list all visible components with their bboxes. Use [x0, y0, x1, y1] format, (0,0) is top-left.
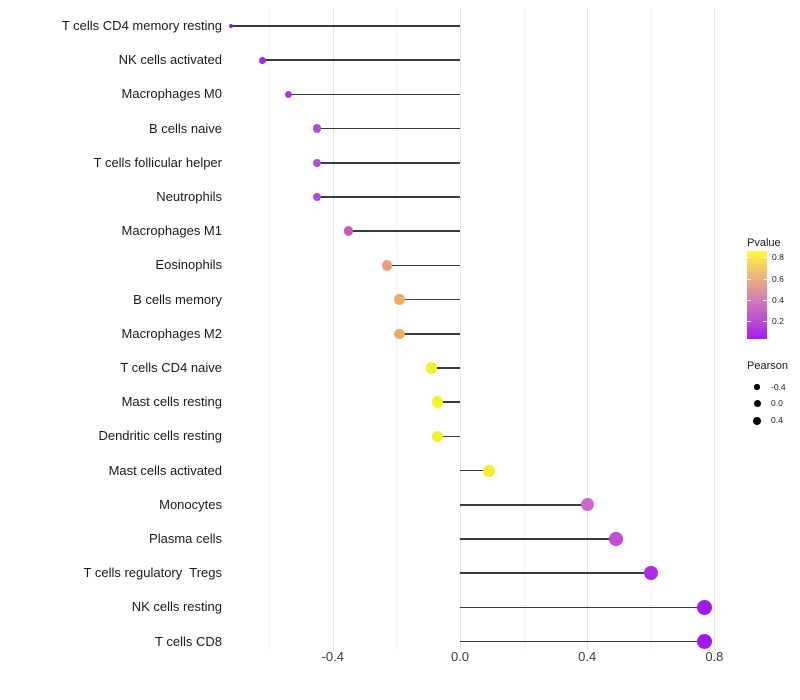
category-label: Macrophages M1 [121, 223, 222, 239]
major-gridline [332, 8, 334, 650]
lollipop-dot [381, 260, 393, 271]
pearson-legend-dot [754, 384, 760, 390]
lollipop-stem [460, 572, 651, 574]
category-label: Neutrophils [156, 189, 222, 204]
category-label: Mast cells resting [121, 394, 222, 410]
pearson-legend-dot [753, 400, 761, 408]
pvalue-tick-mark [763, 320, 767, 322]
lollipop-dot [697, 599, 713, 615]
lollipop-dot [643, 566, 658, 581]
pearson-legend-label: 0.4 [771, 415, 783, 426]
pvalue-tick-mark [763, 299, 767, 301]
lollipop-stem [316, 162, 460, 164]
lollipop-stem [316, 127, 460, 130]
lollipop-stem [231, 25, 460, 27]
category-label: T cells follicular helper [93, 154, 222, 170]
lollipop-dot [394, 294, 405, 305]
category-label: B cells memory [133, 291, 222, 307]
category-label: T cells regulatory Tregs [83, 565, 222, 581]
pvalue-tick-mark [763, 278, 767, 280]
pvalue-tick-mark [747, 278, 751, 280]
lollipop-dot [431, 430, 444, 443]
lollipop-stem [288, 93, 460, 96]
lollipop-dot [431, 396, 444, 408]
lollipop-stem [437, 401, 460, 403]
category-label: T cells CD4 memory resting [61, 18, 222, 33]
lollipop-stem [431, 367, 460, 369]
category-label: Macrophages M0 [121, 86, 222, 102]
x-tick-label: 0.8 [705, 649, 724, 664]
lollipop-dot [312, 192, 322, 202]
lollipop-dot [312, 124, 322, 133]
lollipop-stem [399, 333, 460, 335]
pvalue-tick-mark [747, 299, 751, 301]
pvalue-tick-label: 0.4 [772, 294, 784, 305]
pearson-legend-label: 0.0 [771, 398, 783, 409]
lollipop-stem [437, 435, 460, 438]
pearson-legend-dot [753, 416, 761, 425]
lollipop-dot [425, 362, 438, 374]
minor-gridline [650, 8, 652, 650]
category-label: T cells CD8 [155, 633, 222, 649]
lollipop-dot [259, 56, 267, 64]
lollipop-stem [460, 469, 489, 472]
pvalue-tick-label: 0.6 [772, 273, 784, 284]
major-gridline [460, 8, 461, 650]
pvalue-tick-label: 0.2 [772, 315, 784, 326]
category-label: Dendritic cells resting [98, 428, 222, 444]
pvalue-gradient-bar [747, 251, 767, 339]
category-label: T cells CD4 naive [120, 360, 222, 375]
x-tick-label: 0.0 [450, 649, 470, 664]
lollipop-stem [399, 298, 460, 301]
category-label: NK cells resting [131, 599, 222, 615]
lollipop-stem [262, 59, 460, 61]
pvalue-tick-mark [747, 257, 751, 259]
pearson-legend-label: -0.4 [771, 381, 786, 392]
lollipop-dot [284, 90, 293, 99]
lollipop-stem [460, 640, 705, 643]
category-label: Macrophages M2 [121, 325, 222, 341]
lollipop-stem [460, 538, 616, 540]
pvalue-tick-label: 0.8 [772, 252, 784, 263]
lollipop-dot [343, 226, 354, 236]
minor-gridline [269, 8, 271, 650]
lollipop-dot [697, 634, 713, 650]
category-label: NK cells activated [118, 52, 222, 68]
category-label: B cells naive [149, 120, 222, 136]
minor-gridline [523, 8, 525, 650]
lollipop-dot [482, 464, 495, 477]
lollipop-dot [312, 158, 322, 168]
lollipop-stem [386, 264, 460, 267]
lollipop-stem [348, 230, 460, 232]
pearson-legend-title: Pearson [747, 360, 788, 372]
lollipop-dot [609, 532, 623, 546]
pvalue-tick-mark [747, 320, 751, 322]
category-label: Mast cells activated [108, 462, 222, 478]
major-gridline [714, 8, 716, 650]
x-tick-label: -0.4 [321, 649, 344, 664]
category-label: Eosinophils [155, 257, 223, 273]
lollipop-stem [460, 504, 588, 506]
category-label: Monocytes [159, 496, 222, 512]
pvalue-legend-title: Pvalue [747, 237, 781, 249]
lollipop-stem [316, 196, 460, 198]
lollipop-dot [229, 24, 234, 28]
pvalue-tick-mark [763, 257, 767, 259]
major-gridline [587, 8, 589, 650]
lollipop-dot [394, 328, 405, 340]
x-tick-label: 0.4 [578, 649, 597, 664]
lollipop-stem [460, 606, 705, 609]
lollipop-dot [580, 498, 594, 512]
category-label: Plasma cells [149, 531, 222, 546]
